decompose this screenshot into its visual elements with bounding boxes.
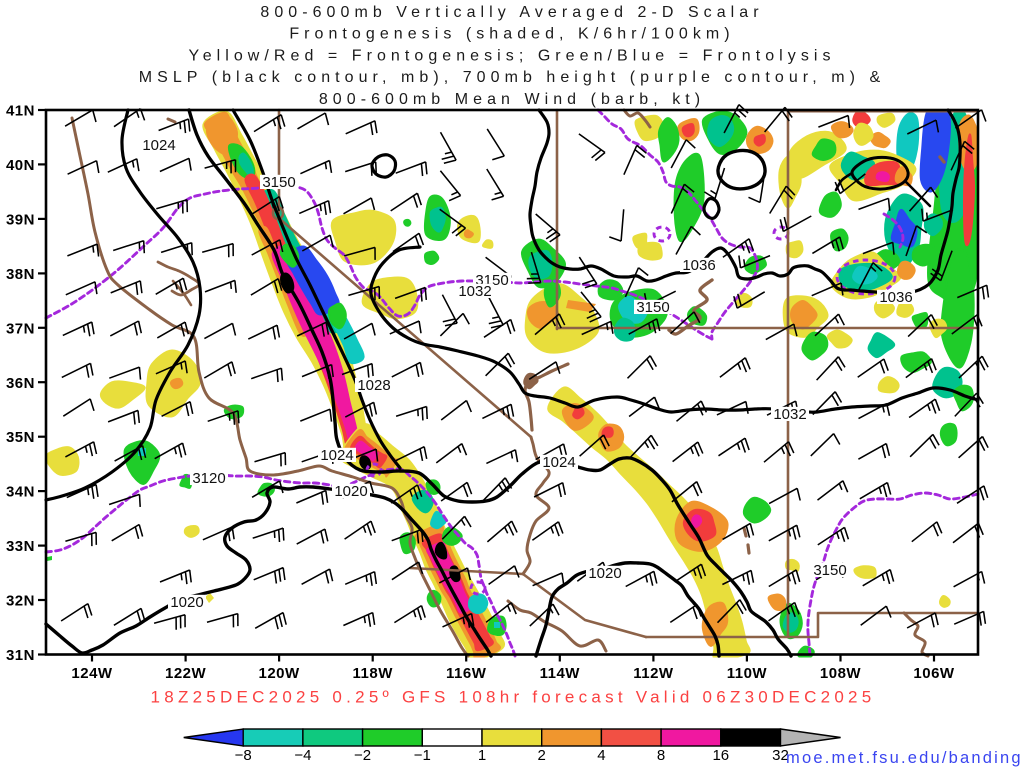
svg-text:34N: 34N xyxy=(6,484,35,501)
svg-text:35N: 35N xyxy=(6,429,35,446)
svg-text:800-600mb Vertically Averaged: 800-600mb Vertically Averaged 2-D Scalar xyxy=(260,4,763,21)
svg-text:116W: 116W xyxy=(446,665,487,682)
svg-text:3150: 3150 xyxy=(636,299,669,316)
svg-text:−1: −1 xyxy=(414,747,431,764)
svg-text:36N: 36N xyxy=(6,375,35,392)
svg-text:40N: 40N xyxy=(6,157,35,174)
svg-text:18Z25DEC2025 0.25º GFS 108hr f: 18Z25DEC2025 0.25º GFS 108hr forecast Va… xyxy=(151,688,876,707)
svg-text:16: 16 xyxy=(712,747,729,764)
svg-text:39N: 39N xyxy=(6,211,35,228)
svg-text:3120: 3120 xyxy=(192,470,225,487)
svg-text:MSLP (black contour, mb), 700m: MSLP (black contour, mb), 700mb height (… xyxy=(139,69,885,86)
svg-text:1032: 1032 xyxy=(458,283,491,300)
svg-text:110W: 110W xyxy=(727,665,768,682)
svg-text:37N: 37N xyxy=(6,320,35,337)
svg-text:32: 32 xyxy=(772,747,789,764)
svg-text:33N: 33N xyxy=(6,538,35,555)
svg-text:−4: −4 xyxy=(294,747,311,764)
svg-text:1032: 1032 xyxy=(773,406,806,423)
svg-text:3150: 3150 xyxy=(262,174,295,191)
svg-text:38N: 38N xyxy=(6,266,35,283)
svg-text:32N: 32N xyxy=(6,593,35,610)
svg-text:106W: 106W xyxy=(913,665,955,682)
svg-text:120W: 120W xyxy=(259,665,301,682)
svg-text:1028: 1028 xyxy=(357,377,390,394)
svg-text:118W: 118W xyxy=(353,665,394,682)
svg-text:1024: 1024 xyxy=(142,137,175,154)
svg-text:31N: 31N xyxy=(6,647,35,664)
svg-text:800-600mb Mean Wind (barb, kt): 800-600mb Mean Wind (barb, kt) xyxy=(319,91,705,108)
svg-text:1020: 1020 xyxy=(588,565,621,582)
svg-text:112W: 112W xyxy=(633,665,674,682)
svg-text:−8: −8 xyxy=(235,747,252,764)
svg-text:1024: 1024 xyxy=(320,447,353,464)
svg-text:122W: 122W xyxy=(165,665,207,682)
svg-text:Frontogenesis (shaded, K/6hr/1: Frontogenesis (shaded, K/6hr/100km) xyxy=(289,26,734,43)
svg-text:−2: −2 xyxy=(354,747,371,764)
svg-text:1036: 1036 xyxy=(682,257,715,274)
svg-text:1020: 1020 xyxy=(170,594,203,611)
svg-text:2: 2 xyxy=(538,747,546,764)
svg-text:114W: 114W xyxy=(540,665,581,682)
svg-text:Yellow/Red = Frontogenesis; G: Yellow/Red = Frontogenesis; Green/Blue =… xyxy=(188,47,835,64)
svg-text:1020: 1020 xyxy=(334,483,367,500)
svg-text:3150: 3150 xyxy=(813,562,846,579)
svg-text:1036: 1036 xyxy=(879,289,912,306)
svg-text:124W: 124W xyxy=(71,665,113,682)
svg-text:1: 1 xyxy=(478,747,486,764)
svg-text:41N: 41N xyxy=(6,103,35,120)
svg-text:108W: 108W xyxy=(820,665,862,682)
svg-text:1024: 1024 xyxy=(542,454,575,471)
svg-text:4: 4 xyxy=(597,747,605,764)
svg-text:8: 8 xyxy=(657,747,665,764)
svg-text:moe.met.fsu.edu/banding: moe.met.fsu.edu/banding xyxy=(786,749,1023,767)
